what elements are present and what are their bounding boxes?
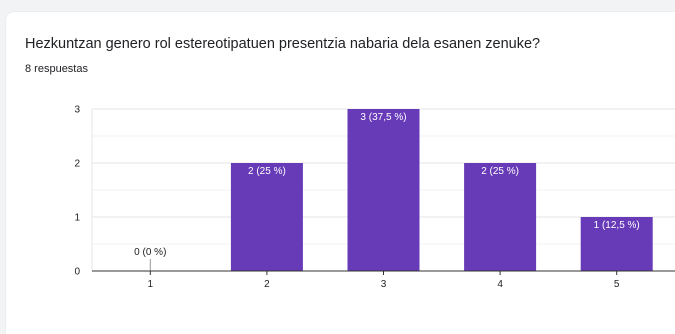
bar <box>464 163 537 271</box>
x-tick-label: 5 <box>614 279 620 290</box>
y-tick-label: 1 <box>74 213 80 224</box>
y-tick-label: 2 <box>74 159 80 170</box>
x-tick-label: 1 <box>148 279 154 290</box>
y-tick-label: 3 <box>74 105 80 116</box>
x-tick-label: 2 <box>264 279 270 290</box>
x-tick-label: 4 <box>497 279 503 290</box>
data-label: 3 (37,5 %) <box>360 112 406 123</box>
bar <box>347 109 420 271</box>
data-label: 2 (25 %) <box>248 166 286 177</box>
question-title: Hezkuntzan genero rol estereotipatuen pr… <box>25 36 541 52</box>
data-label: 1 (12,5 %) <box>594 220 640 231</box>
bar <box>580 217 653 271</box>
data-label: 0 (0 %) <box>134 247 166 258</box>
data-label: 2 (25 %) <box>481 166 519 177</box>
bar <box>230 163 303 271</box>
x-tick-label: 3 <box>381 279 387 290</box>
y-tick-label: 0 <box>74 267 80 278</box>
chart-card <box>6 12 675 334</box>
response-count: 8 respuestas <box>25 63 88 75</box>
